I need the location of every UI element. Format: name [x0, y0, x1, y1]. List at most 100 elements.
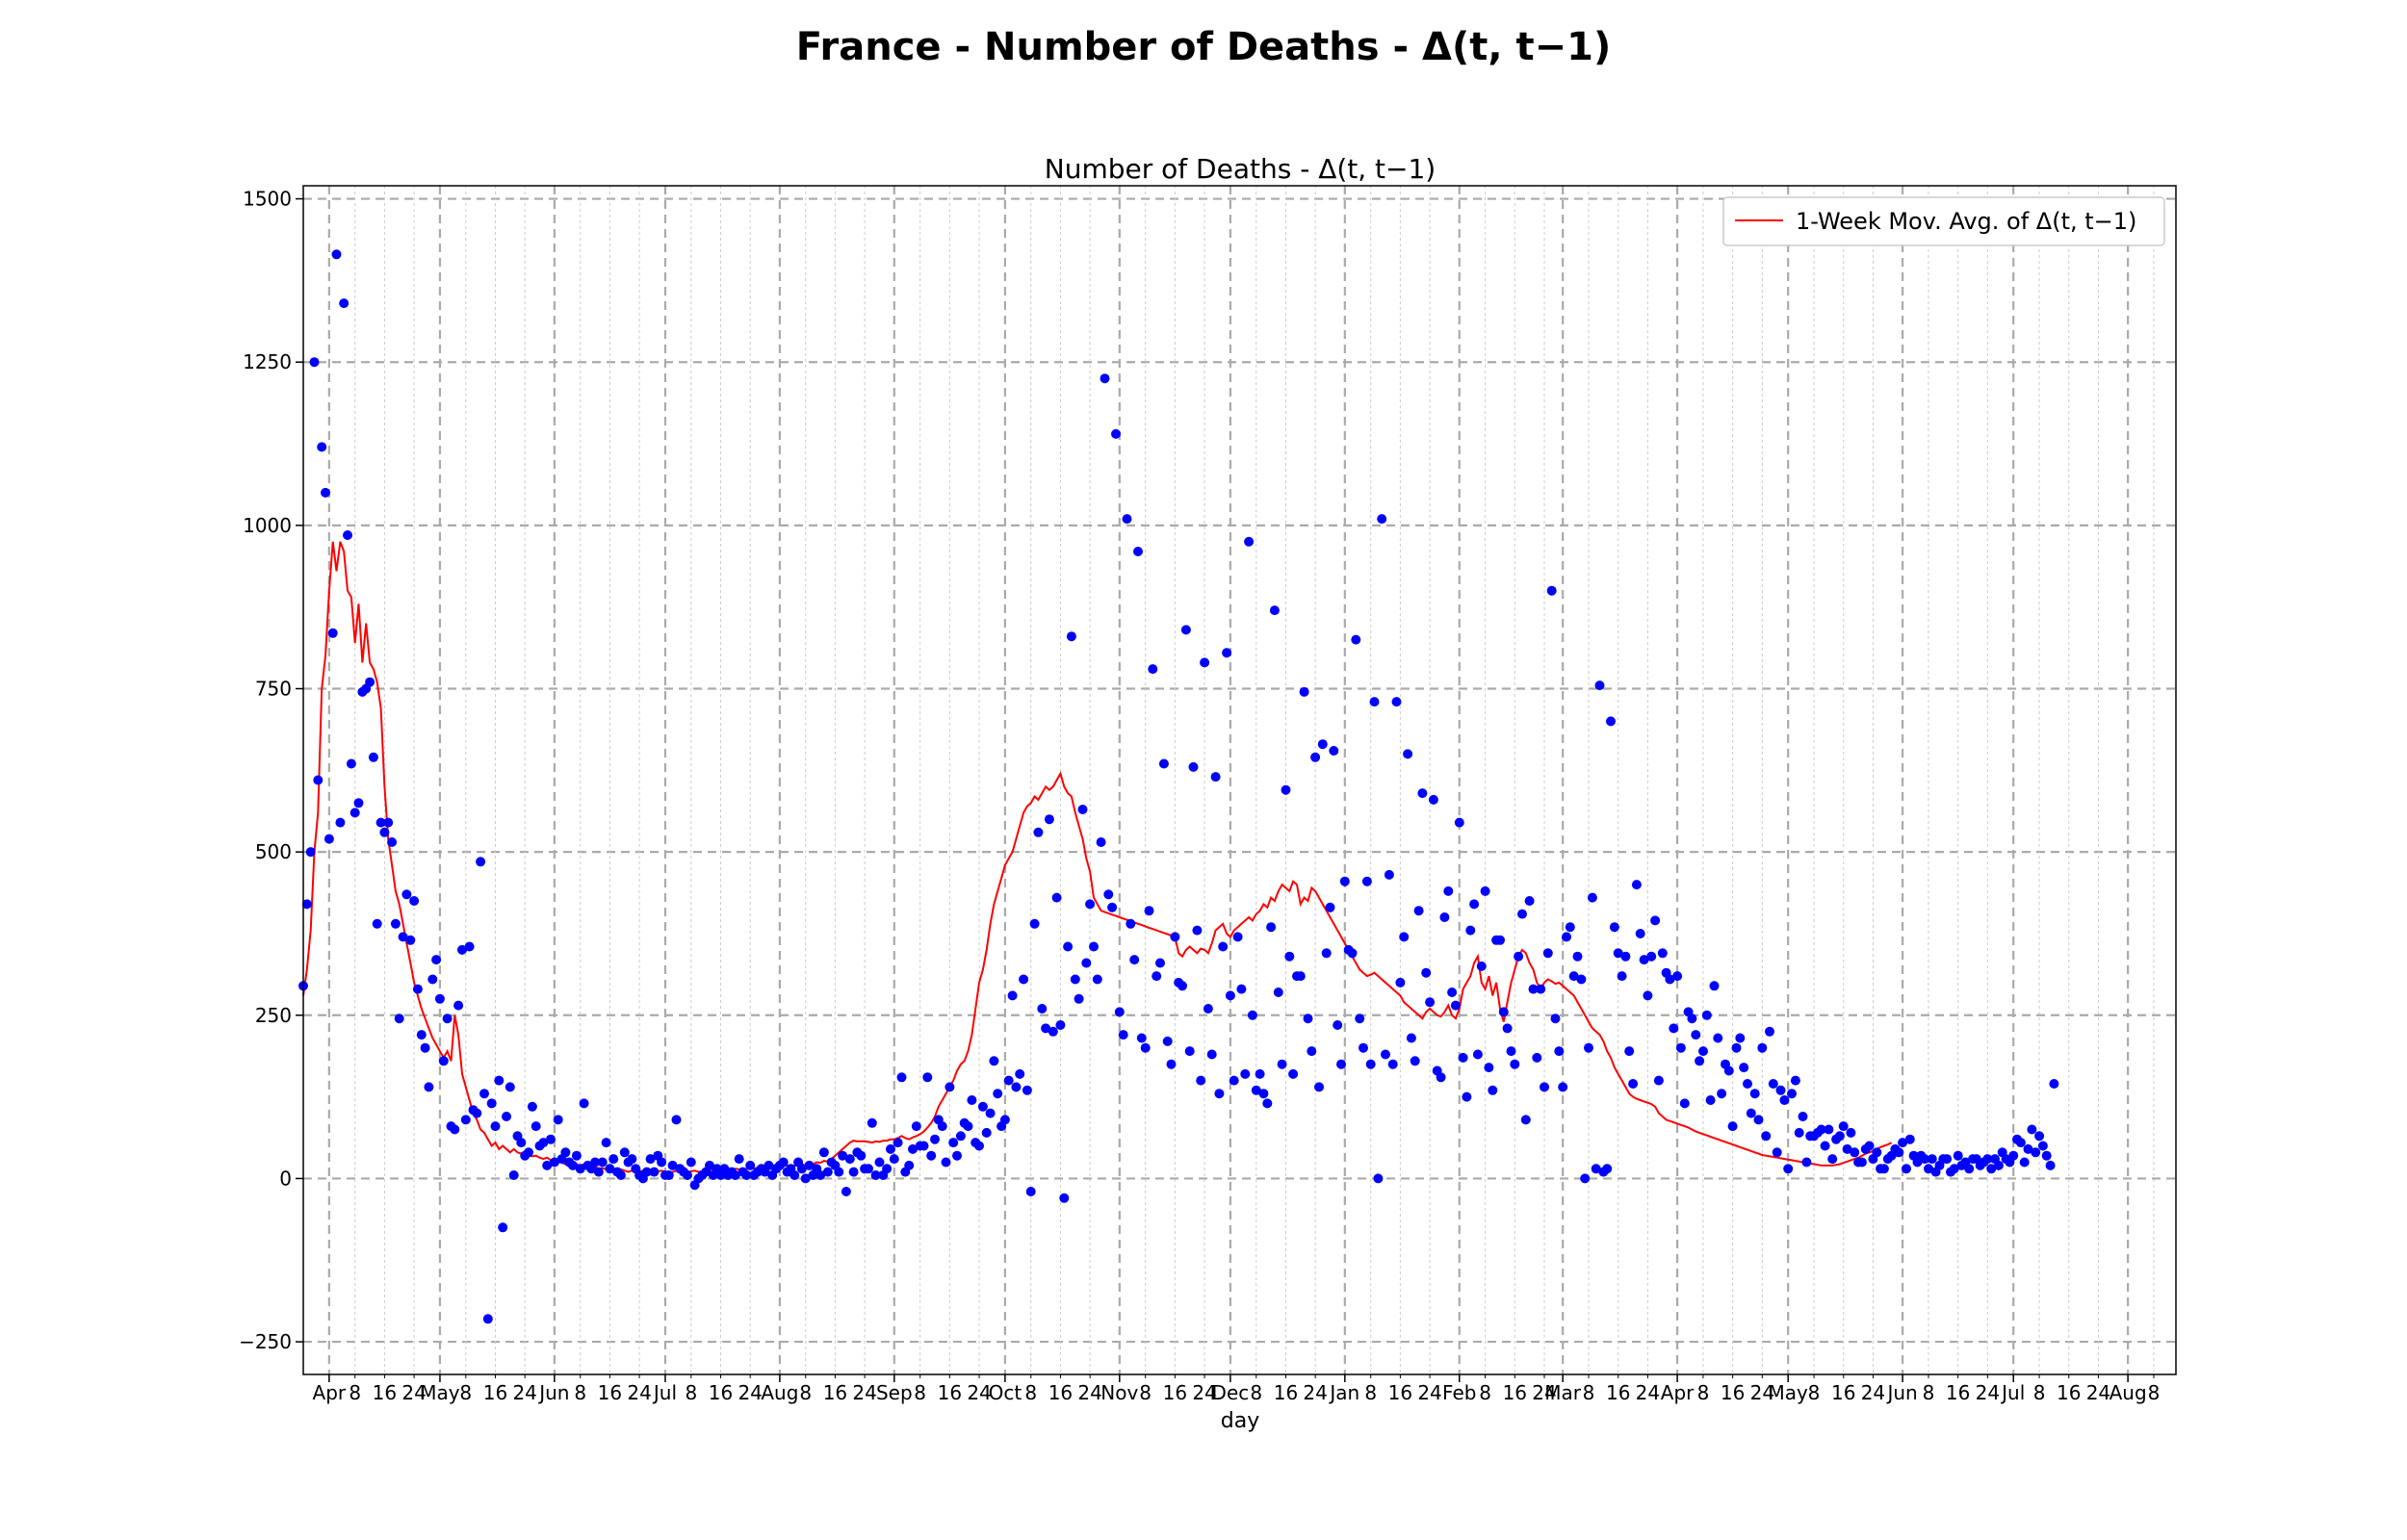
- data-point: [1717, 1089, 1727, 1099]
- x-minor-tick-label: 24: [401, 1381, 426, 1404]
- data-point: [1902, 1164, 1911, 1174]
- data-point: [464, 941, 475, 952]
- data-point: [1653, 1075, 1664, 1086]
- data-point: [1077, 805, 1088, 814]
- data-point: [1003, 1075, 1014, 1086]
- data-point: [1225, 990, 1235, 1001]
- data-point: [977, 1101, 988, 1112]
- data-point: [870, 1170, 881, 1180]
- data-point: [390, 918, 401, 929]
- data-point: [911, 1121, 921, 1132]
- x-minor-tick-label: 16: [1831, 1381, 1855, 1404]
- data-point: [1617, 971, 1627, 982]
- x-minor-tick-label: 24: [512, 1381, 536, 1404]
- data-point: [818, 1147, 829, 1158]
- data-point: [1739, 1063, 1749, 1073]
- data-point: [383, 817, 394, 828]
- data-point: [1399, 932, 1410, 942]
- data-point: [1669, 1023, 1679, 1034]
- data-point: [1155, 958, 1165, 968]
- data-point: [1218, 941, 1229, 952]
- data-point: [412, 984, 423, 994]
- data-point: [1184, 1046, 1195, 1057]
- data-point: [904, 1160, 915, 1170]
- data-point: [1007, 990, 1018, 1001]
- data-point: [822, 1167, 833, 1177]
- data-point: [1118, 1030, 1128, 1040]
- data-point: [1222, 648, 1232, 658]
- x-minor-tick-label: 16: [598, 1381, 622, 1404]
- data-point: [1546, 585, 1557, 596]
- moving-average-series: [302, 541, 1893, 1174]
- data-point: [1816, 1124, 1826, 1135]
- data-point: [301, 899, 312, 910]
- data-point: [1152, 971, 1162, 982]
- data-point: [1765, 1026, 1774, 1037]
- data-point: [1111, 428, 1121, 439]
- data-point: [804, 1160, 815, 1170]
- data-point: [2037, 1141, 2048, 1151]
- data-point: [1746, 1108, 1756, 1118]
- plot-frame: [302, 185, 2177, 1375]
- data-point: [1476, 961, 1487, 971]
- data-point: [1824, 1124, 1834, 1135]
- data-point: [1059, 1193, 1070, 1203]
- legend: 1-Week Mov. Avg. of Δ(t, t−1): [1722, 196, 2165, 246]
- data-point: [560, 1147, 571, 1158]
- data-point: [1572, 951, 1583, 962]
- data-point: [734, 1154, 744, 1165]
- data-point: [1650, 915, 1661, 926]
- data-point: [645, 1154, 656, 1165]
- data-point: [974, 1141, 984, 1151]
- x-minor-tick-label: 8: [1024, 1381, 1037, 1404]
- data-point: [893, 1138, 903, 1148]
- data-point: [457, 944, 467, 955]
- data-point: [1066, 631, 1076, 642]
- data-point: [1787, 1089, 1797, 1099]
- data-point: [2049, 1079, 2059, 1089]
- data-point: [764, 1160, 774, 1170]
- data-point: [908, 1143, 918, 1154]
- data-point: [1540, 1082, 1549, 1092]
- data-point: [1864, 1141, 1875, 1151]
- y-tick-label: 500: [255, 840, 292, 863]
- data-point: [1783, 1164, 1794, 1174]
- data-point: [346, 758, 356, 769]
- data-point: [1251, 1085, 1261, 1095]
- data-point: [1100, 373, 1110, 384]
- data-point: [1081, 958, 1092, 968]
- data-point: [2023, 1143, 2033, 1154]
- data-point: [683, 1170, 692, 1180]
- data-point: [838, 1150, 848, 1161]
- data-point: [745, 1160, 756, 1170]
- data-point: [1307, 1046, 1317, 1057]
- data-point: [1025, 1187, 1036, 1196]
- data-point: [1277, 1059, 1287, 1069]
- data-point: [741, 1170, 752, 1180]
- data-point: [1395, 977, 1406, 988]
- data-point: [1206, 1049, 1217, 1060]
- data-point: [401, 889, 412, 900]
- data-point: [730, 1170, 740, 1180]
- data-point: [2031, 1147, 2041, 1158]
- x-minor-tick-label: 16: [2057, 1381, 2081, 1404]
- data-point: [1133, 547, 1143, 556]
- x-major-tick-label: May: [1769, 1381, 1809, 1404]
- x-minor-tick-label: 8: [459, 1381, 472, 1404]
- data-point: [1122, 514, 1132, 525]
- data-point: [1709, 981, 1720, 991]
- data-point: [796, 1164, 807, 1174]
- data-point: [800, 1173, 811, 1184]
- data-point: [431, 955, 442, 965]
- data-point: [848, 1167, 859, 1177]
- data-point: [1015, 1068, 1025, 1079]
- x-minor-tick-label: 8: [1479, 1381, 1491, 1404]
- data-point: [1517, 909, 1527, 919]
- data-point: [1620, 951, 1631, 962]
- data-point: [1188, 761, 1199, 772]
- data-point: [1196, 1075, 1206, 1086]
- data-point: [993, 1089, 1003, 1099]
- data-point: [1092, 974, 1102, 985]
- data-point: [1675, 1042, 1686, 1053]
